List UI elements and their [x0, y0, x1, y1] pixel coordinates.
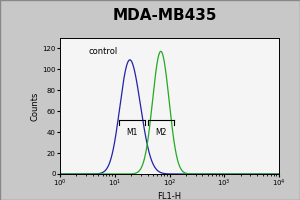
Text: M2: M2: [155, 128, 166, 137]
X-axis label: FL1-H: FL1-H: [158, 192, 182, 200]
Text: M1: M1: [126, 128, 138, 137]
Text: control: control: [88, 47, 118, 56]
Y-axis label: Counts: Counts: [31, 91, 40, 121]
Text: MDA-MB435: MDA-MB435: [113, 8, 217, 23]
